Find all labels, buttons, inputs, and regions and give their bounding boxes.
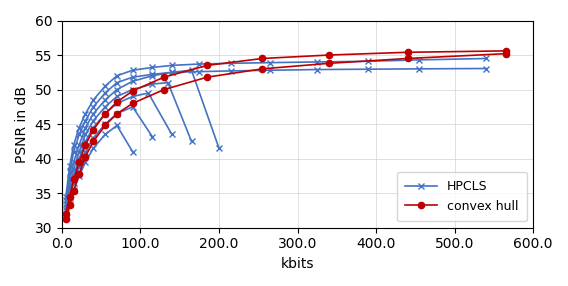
Legend: HPCLS, convex hull: HPCLS, convex hull (397, 172, 527, 221)
convex hull (70, 189, 77, 193)
HPCLS (129, 150, 136, 154)
Line: convex hull: convex hull (62, 51, 509, 222)
HPCLS (90, 146, 97, 150)
HPCLS (82, 160, 89, 164)
convex hull (404, 57, 411, 60)
HPCLS (66, 202, 73, 205)
convex hull (204, 76, 211, 79)
convex hull (325, 61, 332, 65)
X-axis label: kbits: kbits (281, 257, 314, 271)
convex hull (502, 52, 509, 55)
HPCLS (62, 216, 69, 219)
HPCLS (114, 124, 120, 127)
convex hull (66, 203, 73, 207)
convex hull (161, 88, 168, 91)
HPCLS (70, 188, 77, 191)
convex hull (129, 102, 136, 105)
convex hull (76, 172, 82, 176)
convex hull (90, 140, 97, 143)
convex hull (259, 67, 266, 71)
HPCLS (76, 174, 82, 178)
Y-axis label: PSNR in dB: PSNR in dB (15, 86, 29, 163)
convex hull (114, 112, 120, 116)
convex hull (62, 217, 69, 221)
convex hull (102, 124, 108, 127)
HPCLS (102, 133, 108, 136)
convex hull (82, 155, 89, 158)
Line: HPCLS: HPCLS (63, 123, 135, 220)
